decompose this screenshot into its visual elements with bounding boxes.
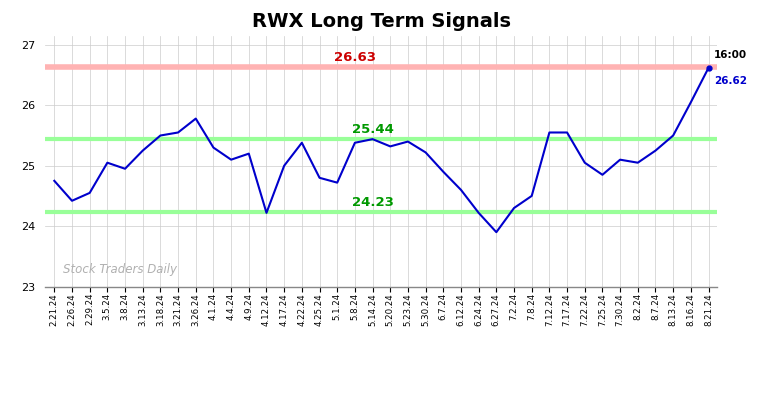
Title: RWX Long Term Signals: RWX Long Term Signals [252, 12, 511, 31]
Text: 26.62: 26.62 [714, 76, 747, 86]
Text: Stock Traders Daily: Stock Traders Daily [64, 263, 177, 276]
Text: 16:00: 16:00 [714, 49, 747, 60]
Text: 26.63: 26.63 [334, 51, 376, 64]
Text: 24.23: 24.23 [352, 196, 394, 209]
Text: 25.44: 25.44 [352, 123, 394, 135]
